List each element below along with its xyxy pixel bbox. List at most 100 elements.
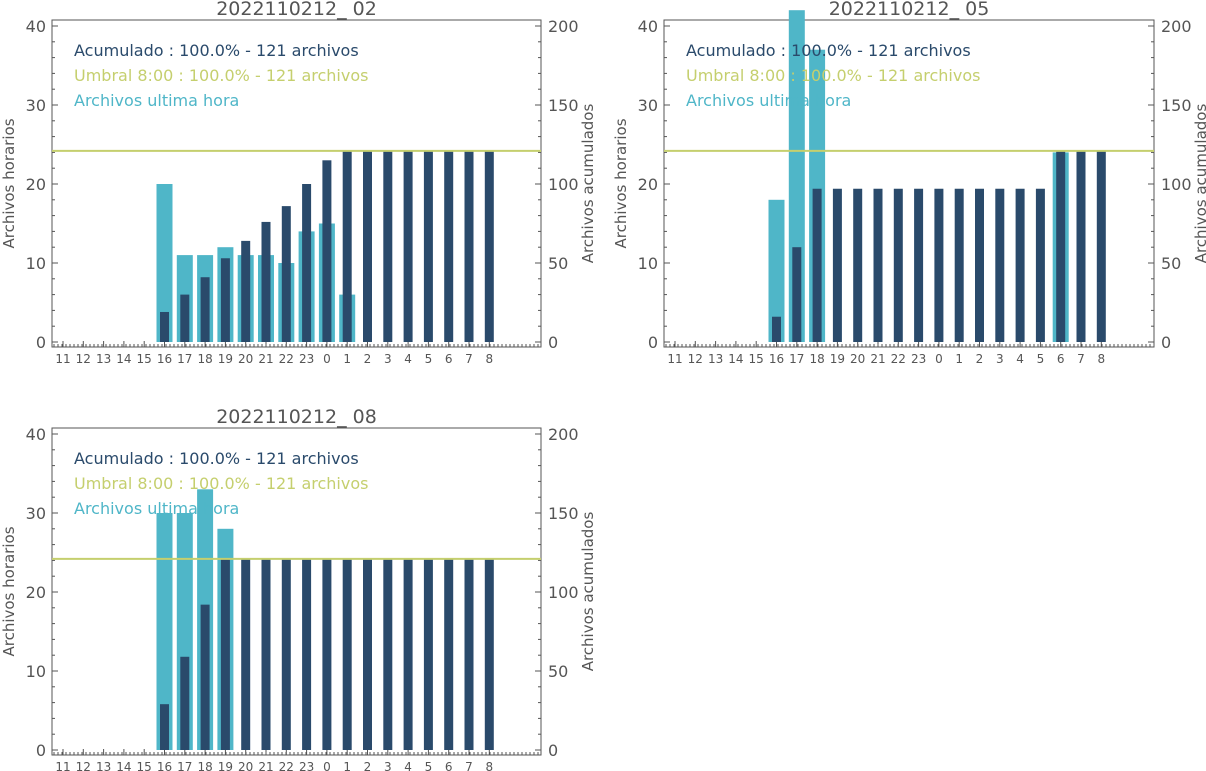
- y-tick-label-right: 0: [548, 741, 558, 760]
- bar-cumulative: [1056, 150, 1066, 342]
- y-tick-label-left: 40: [26, 17, 46, 36]
- bar-cumulative: [975, 188, 984, 342]
- bar-cumulative: [160, 704, 169, 750]
- bar-cumulative: [1015, 188, 1025, 342]
- bar-cumulative: [914, 188, 924, 342]
- legend-hourly: Archivos ultima hora: [686, 91, 851, 110]
- y-tick-label-right: 150: [1161, 96, 1192, 115]
- bar-cumulative: [423, 558, 433, 750]
- y-tick-label-left: 0: [36, 333, 46, 352]
- bar-cumulative: [444, 558, 454, 750]
- y-tick-label-left: 10: [26, 254, 46, 273]
- x-tick-label: 3: [996, 352, 1004, 366]
- x-tick-label: 16: [157, 760, 172, 771]
- legend-hourly: Archivos ultima hora: [74, 91, 239, 110]
- bar-cumulative: [873, 188, 883, 342]
- y-tick-label-left: 10: [638, 254, 658, 273]
- x-tick-label: 6: [1057, 352, 1065, 366]
- x-tick-label: 14: [728, 352, 743, 366]
- bar-cumulative: [792, 247, 802, 342]
- x-tick-label: 18: [809, 352, 824, 366]
- x-tick-label: 2: [364, 760, 372, 771]
- chart-title: 2022110212_ 08: [216, 406, 377, 428]
- x-tick-label: 14: [116, 352, 131, 366]
- bar-cumulative: [484, 150, 494, 342]
- bar-cumulative: [302, 558, 312, 750]
- x-tick-label: 2: [976, 352, 984, 366]
- x-tick-label: 22: [891, 352, 906, 366]
- y-tick-label-right: 0: [548, 333, 558, 352]
- x-tick-label: 16: [769, 352, 784, 366]
- x-tick-label: 3: [384, 760, 392, 771]
- x-tick-label: 4: [1016, 352, 1024, 366]
- x-tick-label: 6: [445, 352, 453, 366]
- bar-cumulative: [464, 150, 474, 342]
- bar-cumulative: [363, 558, 372, 750]
- bar-cumulative: [342, 558, 352, 750]
- chart-3: 2022110212_ 08010203040050100150200Archi…: [0, 406, 597, 771]
- y-tick-label-right: 200: [548, 17, 579, 36]
- legend-threshold: Umbral 8:00 : 100.0% - 121 archivos: [686, 66, 980, 85]
- y-tick-label-left: 10: [26, 662, 46, 681]
- bar-cumulative: [180, 656, 190, 750]
- bar-cumulative: [322, 558, 332, 750]
- legend-threshold: Umbral 8:00 : 100.0% - 121 archivos: [74, 474, 368, 493]
- y-tick-label-right: 150: [548, 96, 579, 115]
- bar-cumulative: [383, 150, 393, 342]
- x-tick-label: 5: [1037, 352, 1045, 366]
- x-tick-label: 8: [1097, 352, 1105, 366]
- x-tick-label: 22: [279, 760, 294, 771]
- bar-cumulative: [1035, 188, 1045, 342]
- bar-cumulative: [200, 277, 210, 342]
- legend-cumulative: Acumulado : 100.0% - 121 archivos: [686, 41, 971, 60]
- bar-cumulative: [342, 150, 352, 342]
- y-tick-label-right: 50: [548, 254, 568, 273]
- x-tick-label: 1: [955, 352, 963, 366]
- y-axis-label-right: Archivos acumulados: [579, 512, 597, 672]
- x-tick-label: 15: [749, 352, 764, 366]
- x-tick-label: 18: [197, 760, 212, 771]
- x-tick-label: 22: [279, 352, 294, 366]
- legend-cumulative: Acumulado : 100.0% - 121 archivos: [74, 449, 359, 468]
- y-tick-label-right: 100: [548, 583, 579, 602]
- x-tick-label: 11: [55, 760, 70, 771]
- bar-cumulative: [772, 316, 781, 342]
- bar-hourly: [156, 184, 173, 342]
- x-tick-label: 12: [688, 352, 703, 366]
- bar-cumulative: [954, 188, 964, 342]
- y-axis-label-right: Archivos acumulados: [1192, 104, 1206, 264]
- x-tick-label: 23: [299, 760, 314, 771]
- x-tick-label: 12: [76, 760, 91, 771]
- x-tick-label: 7: [465, 760, 473, 771]
- x-tick-label: 0: [323, 760, 331, 771]
- bar-cumulative: [403, 150, 413, 342]
- y-tick-label-left: 0: [36, 741, 46, 760]
- bar-cumulative: [322, 160, 332, 342]
- bar-cumulative: [1096, 150, 1106, 342]
- x-tick-label: 6: [445, 760, 453, 771]
- x-tick-label: 13: [96, 352, 111, 366]
- x-tick-label: 0: [323, 352, 331, 366]
- bar-cumulative: [995, 188, 1005, 342]
- y-tick-label-left: 40: [638, 17, 658, 36]
- bar-cumulative: [302, 184, 312, 342]
- y-axis-label-right: Archivos acumulados: [579, 104, 597, 264]
- bar-hourly: [768, 199, 785, 342]
- x-tick-label: 21: [870, 352, 885, 366]
- x-tick-label: 18: [197, 352, 212, 366]
- x-tick-label: 11: [55, 352, 70, 366]
- y-axis-label-left: Archivos horarios: [0, 526, 18, 656]
- bar-cumulative: [934, 188, 944, 342]
- y-tick-label-left: 40: [26, 425, 46, 444]
- y-tick-label-left: 30: [26, 96, 46, 115]
- legend-cumulative: Acumulado : 100.0% - 121 archivos: [74, 41, 359, 60]
- x-tick-label: 1: [343, 352, 351, 366]
- x-tick-label: 1: [343, 760, 351, 771]
- bar-cumulative: [1076, 150, 1086, 342]
- x-tick-label: 17: [177, 760, 192, 771]
- bar-cumulative: [484, 558, 494, 750]
- y-tick-label-left: 20: [26, 175, 46, 194]
- legend-threshold: Umbral 8:00 : 100.0% - 121 archivos: [74, 66, 368, 85]
- bar-cumulative: [261, 558, 271, 750]
